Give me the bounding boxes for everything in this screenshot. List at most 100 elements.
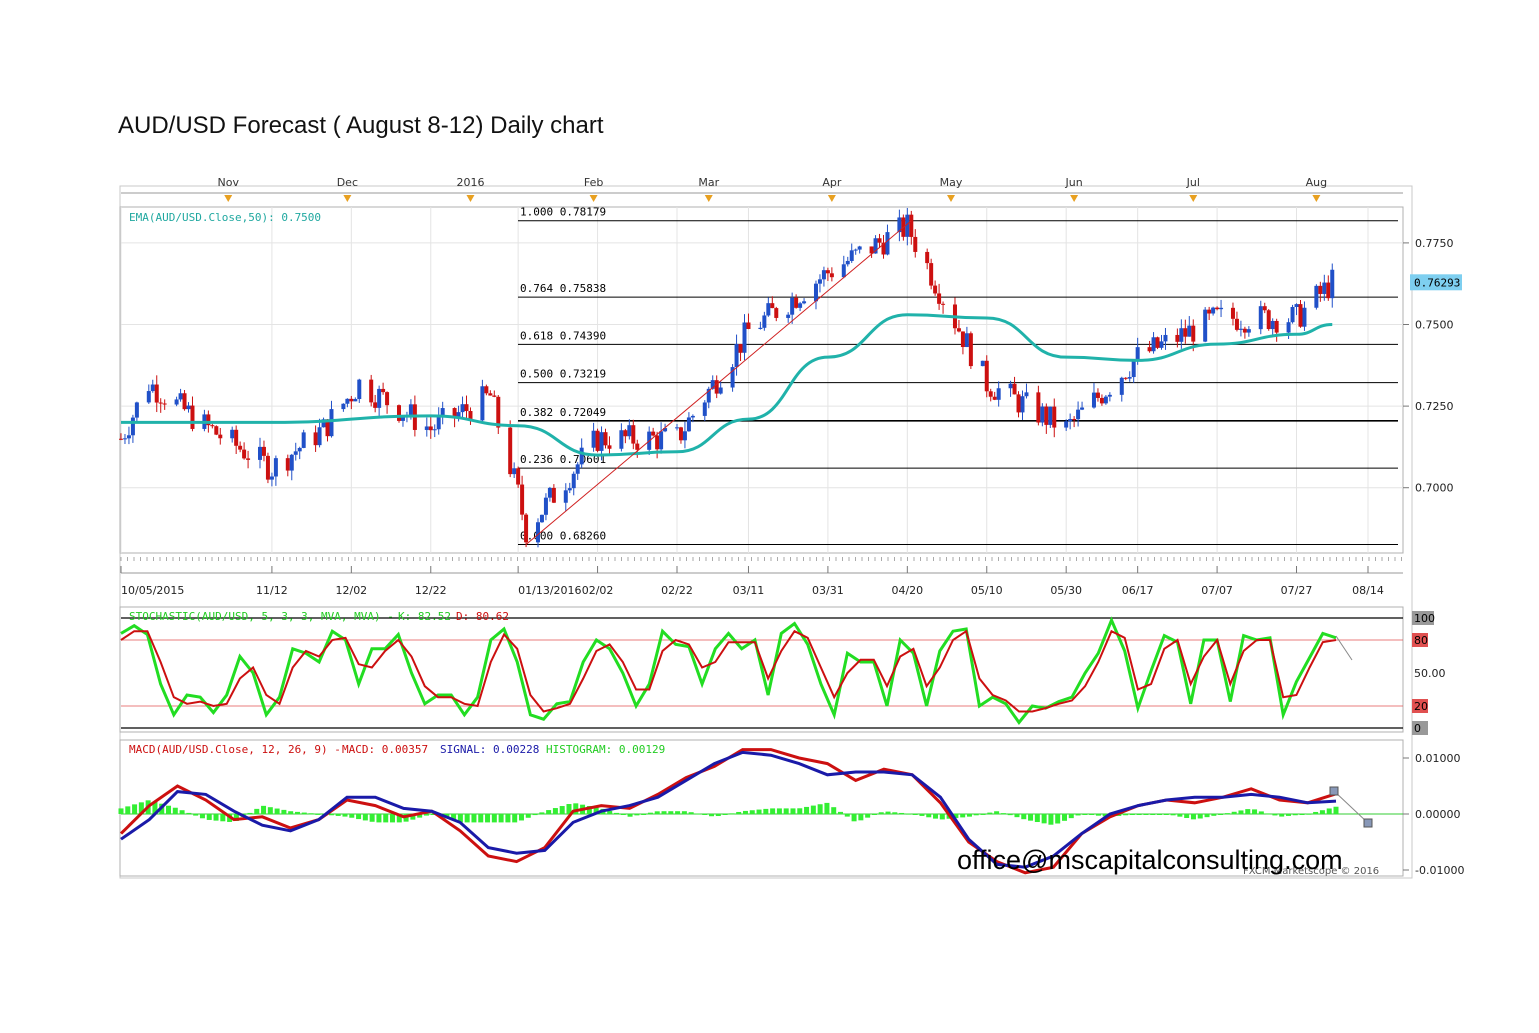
histogram-bar — [1238, 810, 1244, 814]
candle-body — [547, 487, 552, 498]
candle-body — [718, 387, 723, 394]
page-title: AUD/USD Forecast ( August 8-12) Daily ch… — [118, 112, 604, 139]
candle-body — [980, 360, 985, 367]
candle-body — [730, 367, 735, 388]
candle-body — [524, 514, 529, 543]
histogram-bar — [1224, 813, 1230, 815]
histogram-bar — [1021, 814, 1027, 820]
histogram-bar — [1231, 811, 1237, 814]
candle-body — [516, 468, 521, 485]
candle-body — [285, 458, 290, 471]
stoch-projection — [1335, 635, 1353, 661]
histogram-bar — [1313, 811, 1319, 814]
histogram-bar — [342, 814, 348, 817]
histogram-bar — [926, 814, 932, 818]
candle-body — [130, 417, 135, 436]
candle-body — [790, 297, 795, 315]
candle-body — [563, 490, 568, 503]
candle-body — [146, 391, 151, 403]
candle-body — [758, 327, 763, 329]
histogram-bar — [722, 814, 728, 815]
candle-body — [1020, 396, 1025, 413]
price-y-axis: 0.7750 0.7500 0.7250 0.7000 — [1403, 237, 1454, 495]
stoch-tick-label: 20 — [1414, 700, 1428, 713]
candle-body — [230, 429, 235, 439]
candle-body — [766, 303, 771, 316]
histogram-bar — [1197, 814, 1203, 819]
candle-body — [1155, 337, 1160, 348]
candle-body — [1274, 320, 1279, 333]
candle-body — [1258, 306, 1263, 330]
histogram-bar — [960, 814, 966, 818]
candle-body — [512, 468, 517, 475]
histogram-bar — [837, 811, 843, 814]
macd-value: MACD: 0.00357 — [342, 743, 428, 756]
candle-body — [488, 393, 493, 396]
histogram-bar — [308, 813, 314, 815]
stoch-tick-label: 100 — [1414, 612, 1435, 625]
signal-line — [120, 750, 1337, 869]
candle-body — [821, 270, 826, 280]
histogram-bar — [512, 814, 518, 823]
histogram-bar — [390, 814, 396, 823]
candle-body — [702, 402, 707, 416]
candle-body — [313, 432, 318, 446]
candle-body — [535, 522, 540, 543]
candle-body — [385, 392, 390, 406]
candle-body — [424, 426, 429, 430]
histogram-bar — [539, 812, 545, 814]
date-tick-label: 12/02 — [335, 584, 367, 597]
price-tick-label: 0.7750 — [1415, 237, 1454, 250]
histogram-bar — [878, 812, 884, 814]
candle-body — [341, 403, 346, 410]
histogram-bar — [254, 808, 260, 814]
histogram-bar — [702, 814, 708, 815]
candle-body — [452, 408, 457, 418]
candle-body — [1068, 418, 1073, 422]
histogram-bar — [980, 813, 986, 815]
fib-level-label: 0.500 0.73219 — [520, 368, 606, 381]
candle-body — [1187, 325, 1192, 337]
histogram-bar — [756, 809, 762, 814]
histogram-bar — [206, 814, 212, 820]
watermark-email: office@mscapitalconsulting.com — [957, 845, 1343, 875]
candle-body — [674, 427, 679, 429]
month-label: Mar — [698, 176, 719, 189]
month-marker-icon — [343, 195, 352, 202]
candle-body — [1219, 307, 1224, 310]
histogram-bar — [1299, 814, 1305, 815]
candle-body — [849, 250, 854, 261]
histogram-bar — [430, 814, 436, 815]
histogram-bar — [994, 811, 1000, 814]
candle-body — [174, 399, 179, 405]
histogram-bar — [1116, 814, 1122, 816]
candle-body — [373, 402, 378, 408]
candle-body — [663, 428, 668, 432]
candle-body — [960, 331, 965, 348]
candle-body — [242, 449, 247, 459]
candle-body — [214, 426, 219, 435]
candle-body — [119, 438, 123, 440]
histogram-bar — [362, 814, 368, 821]
candle-body — [436, 416, 441, 430]
candle-body — [321, 419, 326, 428]
histogram-bar — [905, 813, 911, 815]
histogram-bar — [1204, 814, 1210, 818]
histogram-bar — [1184, 814, 1190, 819]
histogram-bar — [132, 804, 138, 814]
date-tick-label: 03/11 — [733, 584, 765, 597]
histogram-bar — [199, 814, 205, 819]
month-label: Aug — [1306, 176, 1327, 189]
candle-body — [1262, 306, 1267, 311]
histogram-bar — [369, 814, 375, 822]
candle-body — [1191, 325, 1196, 342]
histogram-bar — [1129, 814, 1135, 815]
candle-body — [627, 425, 632, 437]
candle-body — [988, 391, 993, 397]
stoch-y-axis: 100 80 50.00 20 0 — [1412, 611, 1446, 735]
histogram-bar — [1333, 806, 1339, 814]
candle-body — [1091, 392, 1096, 408]
candle-body — [1203, 309, 1208, 342]
candle-body — [817, 279, 822, 284]
histogram-bar — [831, 807, 837, 814]
